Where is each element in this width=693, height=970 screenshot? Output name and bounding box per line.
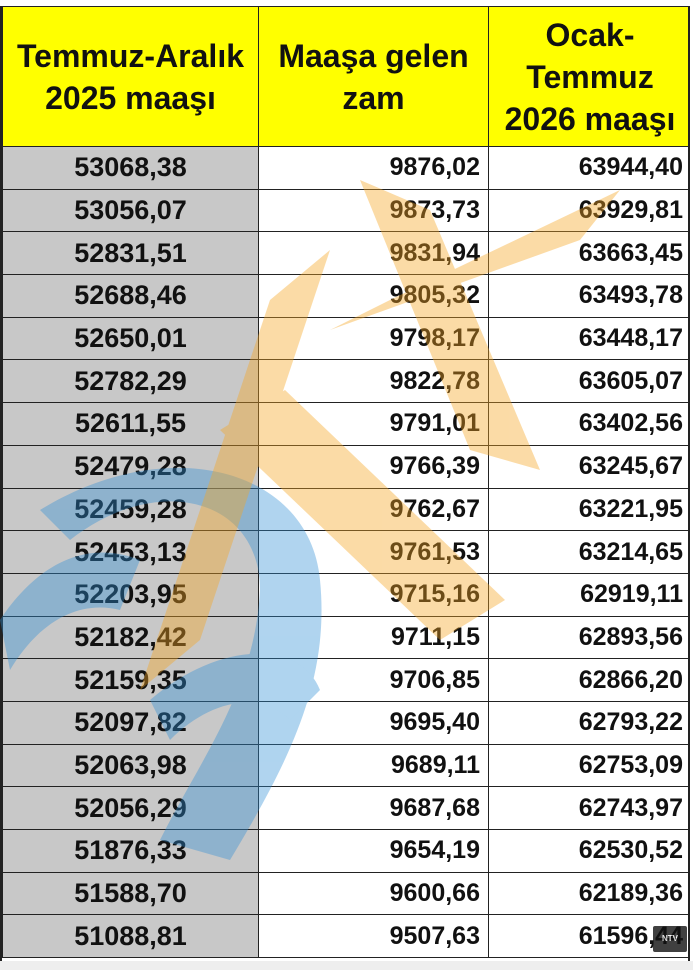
cell-2026-salary: 63493,78 <box>488 274 688 318</box>
table-row: 51588,70 9600,66 62189,36 <box>2 871 688 916</box>
table-row: 52097,82 9695,40 62793,22 <box>2 700 688 745</box>
cell-2025-salary: 51088,81 <box>2 914 259 959</box>
table-row: 52782,29 9822,78 63605,07 <box>2 359 688 404</box>
cell-2025-salary: 52688,46 <box>2 274 259 318</box>
cell-2025-salary: 52063,98 <box>2 743 259 788</box>
salary-table: Temmuz-Aralık 2025 maaşı Maaşa gelen zam… <box>2 6 688 959</box>
cell-2026-salary: 62189,36 <box>488 871 688 916</box>
header-raise-label: Maaşa gelen zam <box>278 37 469 116</box>
table-row: 52063,98 9689,11 62753,09 <box>2 743 688 788</box>
cell-raise: 9805,32 <box>258 274 489 318</box>
cell-raise: 9876,02 <box>258 146 489 190</box>
cell-raise: 9711,15 <box>258 615 489 660</box>
table-row: 53056,07 9873,73 63929,81 <box>2 188 688 233</box>
cell-raise: 9687,68 <box>258 786 489 830</box>
table-row: 52831,51 9831,94 63663,45 <box>2 231 688 276</box>
cell-2026-salary: 63221,95 <box>488 487 688 532</box>
header-row: Temmuz-Aralık 2025 maaşı Maaşa gelen zam… <box>2 6 688 147</box>
cell-2025-salary: 52611,55 <box>2 402 259 446</box>
cell-2025-salary: 52479,28 <box>2 444 259 489</box>
table-row: 52611,55 9791,01 63402,56 <box>2 402 688 446</box>
table-row: 52159,35 9706,85 62866,20 <box>2 658 688 702</box>
cell-2025-salary: 51588,70 <box>2 871 259 916</box>
table-row: 52453,13 9761,53 63214,65 <box>2 530 688 574</box>
cell-raise: 9798,17 <box>258 316 489 361</box>
table-row: 51088,81 9507,63 61596,44 <box>2 914 688 959</box>
cell-raise: 9822,78 <box>258 359 489 404</box>
cell-raise: 9831,94 <box>258 231 489 276</box>
cell-2025-salary: 52097,82 <box>2 700 259 745</box>
table-row: 52056,29 9687,68 62743,97 <box>2 786 688 830</box>
cell-2025-salary: 52453,13 <box>2 530 259 574</box>
cell-2026-salary: 62919,11 <box>488 572 688 617</box>
cell-2026-salary: 62743,97 <box>488 786 688 830</box>
cell-2026-salary: 62893,56 <box>488 615 688 660</box>
cell-2026-salary: 63929,81 <box>488 188 688 233</box>
ntv-logo-badge: NTV <box>653 926 687 952</box>
cell-2025-salary: 53056,07 <box>2 188 259 233</box>
cell-raise: 9695,40 <box>258 700 489 745</box>
cell-raise: 9873,73 <box>258 188 489 233</box>
cell-2025-salary: 52831,51 <box>2 231 259 276</box>
table-body: 53068,38 9876,02 63944,40 53056,07 9873,73 63… <box>2 146 688 959</box>
cell-2026-salary: 63448,17 <box>488 316 688 361</box>
cell-raise: 9715,16 <box>258 572 489 617</box>
cell-2026-salary: 63663,45 <box>488 231 688 276</box>
cell-2025-salary: 52782,29 <box>2 359 259 404</box>
table-row: 52182,42 9711,15 62893,56 <box>2 615 688 660</box>
cell-2025-salary: 52056,29 <box>2 786 259 830</box>
table-row: 52688,46 9805,32 63493,78 <box>2 274 688 318</box>
header-cell-raise: Maaşa gelen zam <box>258 6 489 147</box>
cell-raise: 9654,19 <box>258 829 489 873</box>
bottom-bar <box>0 961 693 970</box>
cell-raise: 9766,39 <box>258 444 489 489</box>
cell-2026-salary: 63245,67 <box>488 444 688 489</box>
cell-2026-salary: 63605,07 <box>488 359 688 404</box>
cell-2025-salary: 52203,95 <box>2 572 259 617</box>
table-row: 51876,33 9654,19 62530,52 <box>2 829 688 873</box>
cell-raise: 9761,53 <box>258 530 489 574</box>
cell-2025-salary: 52182,42 <box>2 615 259 660</box>
cell-2026-salary: 63214,65 <box>488 530 688 574</box>
cell-2025-salary: 52459,28 <box>2 487 259 532</box>
cell-2026-salary: 63402,56 <box>488 402 688 446</box>
cell-raise: 9706,85 <box>258 658 489 702</box>
cell-raise: 9689,11 <box>258 743 489 788</box>
cell-raise: 9762,67 <box>258 487 489 532</box>
cell-raise: 9791,01 <box>258 402 489 446</box>
cell-raise: 9600,66 <box>258 871 489 916</box>
header-2026-salary-label: Ocak- Temmuz 2026 maaşı <box>504 16 676 137</box>
salary-table-sheet: Temmuz-Aralık 2025 maaşı Maaşa gelen zam… <box>0 6 690 961</box>
cell-2025-salary: 51876,33 <box>2 829 259 873</box>
table-row: 53068,38 9876,02 63944,40 <box>2 146 688 190</box>
table-row: 52650,01 9798,17 63448,17 <box>2 316 688 361</box>
cell-2026-salary: 62793,22 <box>488 700 688 745</box>
header-2025-salary-label: Temmuz-Aralık 2025 maaşı <box>16 37 244 116</box>
cell-2026-salary: 62530,52 <box>488 829 688 873</box>
cell-2026-salary: 62866,20 <box>488 658 688 702</box>
table-row: 52203,95 9715,16 62919,11 <box>2 572 688 617</box>
table-row: 52479,28 9766,39 63245,67 <box>2 444 688 489</box>
cell-2025-salary: 53068,38 <box>2 146 259 190</box>
cell-2025-salary: 52650,01 <box>2 316 259 361</box>
header-cell-2025-salary: Temmuz-Aralık 2025 maaşı <box>2 6 259 147</box>
cell-2025-salary: 52159,35 <box>2 658 259 702</box>
cell-2026-salary: 62753,09 <box>488 743 688 788</box>
cell-raise: 9507,63 <box>258 914 489 959</box>
table-row: 52459,28 9762,67 63221,95 <box>2 487 688 532</box>
header-cell-2026-salary: Ocak- Temmuz 2026 maaşı <box>488 6 688 147</box>
cell-2026-salary: 63944,40 <box>488 146 688 190</box>
